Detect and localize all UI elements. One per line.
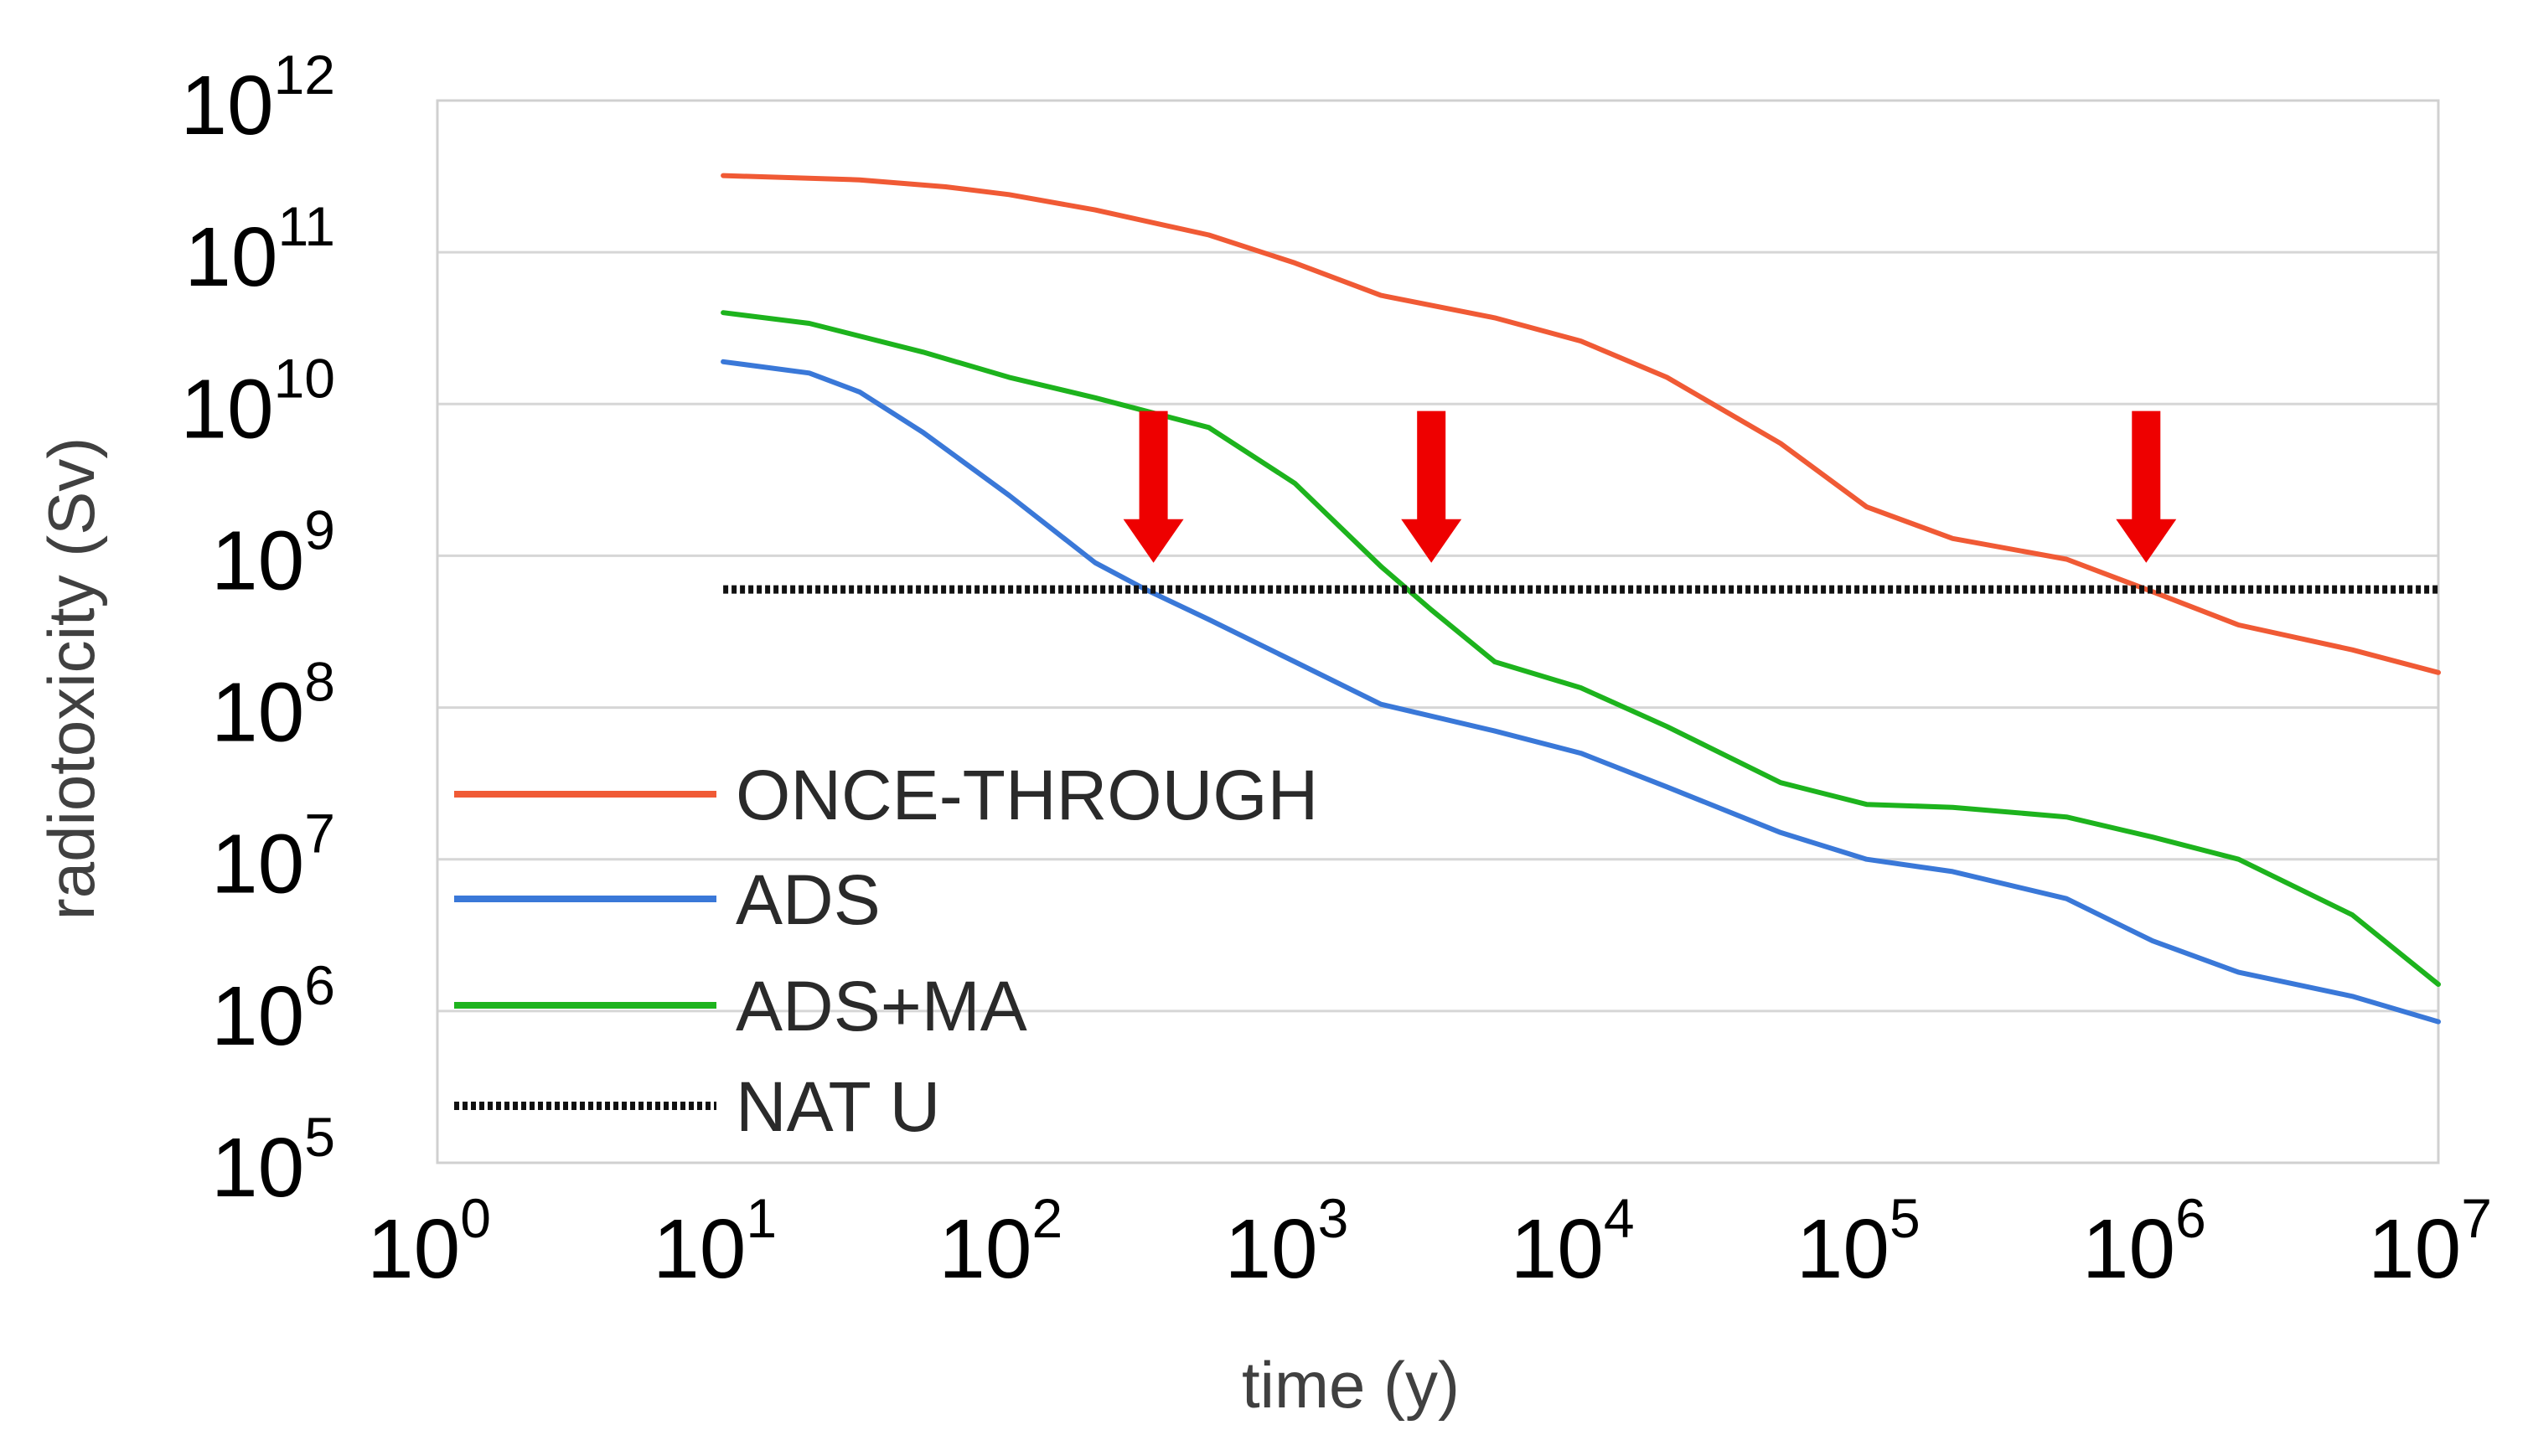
series-line-ads-ma (721, 310, 2441, 987)
legend: ONCE-THROUGH ADS ADS+MA NAT U (454, 756, 1318, 1146)
y-tick-labels: 1012 1011 1010 109 108 107 106 105 (180, 44, 335, 1215)
x-tick-label: 100 (367, 1187, 491, 1296)
y-tick-label: 106 (211, 954, 335, 1063)
x-tick-label: 101 (653, 1187, 777, 1296)
x-tick-label: 106 (2082, 1187, 2206, 1296)
x-tick-label: 104 (1511, 1187, 1635, 1296)
y-tick-label: 105 (211, 1106, 335, 1215)
legend-label: ADS (736, 860, 881, 939)
legend-label: ONCE-THROUGH (736, 756, 1318, 834)
y-tick-label: 1012 (180, 44, 335, 152)
y-tick-label: 108 (211, 651, 335, 760)
x-axis-title: time (y) (1242, 1348, 1460, 1422)
legend-label: ADS+MA (736, 967, 1027, 1046)
x-tick-labels: 100 101 102 103 104 105 106 107 (367, 1187, 2492, 1296)
x-tick-label: 102 (938, 1187, 1062, 1296)
x-tick-label: 107 (2368, 1187, 2492, 1296)
grid (437, 99, 2438, 1164)
legend-label: NAT U (736, 1067, 940, 1146)
down-arrow-icon (1123, 410, 1184, 563)
y-tick-label: 107 (211, 803, 335, 911)
x-tick-label: 105 (1796, 1187, 1921, 1296)
y-tick-label: 1011 (184, 195, 335, 304)
series-lines (721, 173, 2441, 1025)
down-arrow-icon (2116, 410, 2177, 563)
series-line-once-through (721, 173, 2441, 675)
plot-frame (436, 99, 2440, 1164)
y-tick-label: 109 (211, 498, 335, 607)
down-arrow-icon (1401, 410, 1462, 563)
series-line-ads (721, 359, 2441, 1025)
y-axis-title: radiotoxicity (Sv) (34, 437, 108, 920)
x-tick-label: 103 (1224, 1187, 1348, 1296)
annotation-arrows (1123, 410, 2177, 563)
y-tick-label: 1010 (180, 347, 335, 456)
